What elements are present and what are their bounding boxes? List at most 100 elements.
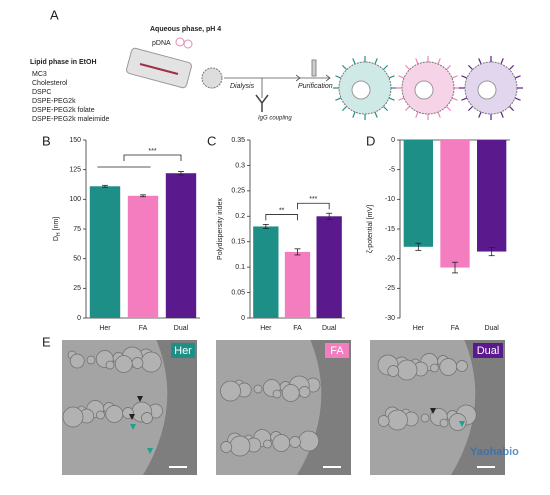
panel-label: E bbox=[42, 334, 51, 349]
antibody-icon bbox=[255, 94, 269, 112]
x-tick-label: Dual bbox=[174, 325, 189, 332]
particle-core bbox=[477, 80, 497, 100]
vesicle bbox=[289, 436, 301, 448]
vesicle bbox=[105, 360, 115, 370]
significance-label: *** bbox=[309, 196, 317, 203]
y-tick-label: 0.2 bbox=[235, 213, 245, 220]
y-tick-label: -10 bbox=[385, 196, 395, 203]
vesicle bbox=[430, 363, 439, 373]
chip-channel bbox=[139, 63, 179, 75]
lipid-label: MC3 bbox=[32, 71, 47, 78]
y-tick-label: 0 bbox=[241, 315, 245, 322]
carbon-edge bbox=[143, 340, 197, 475]
panel-label: A bbox=[50, 7, 59, 22]
condition-label: Her bbox=[174, 345, 192, 357]
particle-ligand bbox=[382, 105, 389, 112]
pdna-label: pDNA bbox=[152, 40, 171, 47]
vesicle bbox=[298, 430, 320, 452]
vesicle bbox=[281, 384, 300, 402]
y-axis-label: ζ-potential [mV] bbox=[367, 205, 374, 253]
particle-ligand bbox=[341, 105, 348, 112]
significance-bracket bbox=[297, 202, 330, 210]
particle-ligand bbox=[374, 58, 378, 65]
filter-icon bbox=[311, 59, 317, 77]
particle-ligand bbox=[508, 105, 515, 112]
particle-ligand bbox=[451, 97, 458, 101]
lipid-label: Cholesterol bbox=[32, 80, 68, 87]
step-label: Purification bbox=[298, 83, 333, 90]
condition-badge bbox=[473, 343, 503, 358]
particle-ligand bbox=[352, 58, 356, 65]
y-tick-label: 75 bbox=[73, 226, 81, 233]
vesicle bbox=[387, 365, 400, 377]
vesicle bbox=[420, 413, 430, 423]
x-tick-label: FA bbox=[293, 325, 302, 332]
y-tick-label: 0 bbox=[391, 137, 395, 144]
x-tick-label: Dual bbox=[322, 325, 337, 332]
y-tick-label: -25 bbox=[385, 285, 395, 292]
condition-badge bbox=[171, 343, 195, 358]
x-tick-label: Dual bbox=[484, 325, 499, 332]
vesicle bbox=[387, 409, 408, 431]
vesicle bbox=[456, 360, 468, 372]
bar bbox=[477, 140, 507, 252]
arrowhead bbox=[130, 424, 136, 430]
particle-ligand bbox=[500, 111, 504, 118]
arrow bbox=[300, 74, 331, 82]
carbon-edge bbox=[451, 340, 505, 475]
vesicle bbox=[220, 380, 241, 402]
particle-ligand bbox=[352, 111, 356, 118]
lipid-label: DSPE-PEG2k folate bbox=[32, 107, 95, 114]
particle-ligand bbox=[335, 97, 342, 101]
particle-ligand bbox=[461, 75, 468, 79]
particle-ligand bbox=[445, 105, 452, 112]
arrowhead bbox=[147, 448, 153, 454]
bar bbox=[403, 140, 433, 247]
carbon-edge bbox=[297, 340, 351, 475]
particle-ligand bbox=[335, 75, 342, 79]
particle-ligand bbox=[437, 58, 441, 65]
significance-label: *** bbox=[148, 148, 156, 155]
y-tick-label: 0.25 bbox=[231, 188, 245, 195]
aqueous-label: Aqueous phase, pH 4 bbox=[150, 26, 221, 33]
significance-bracket bbox=[123, 154, 182, 161]
vesicle bbox=[62, 406, 84, 428]
y-tick-label: -15 bbox=[385, 226, 395, 233]
y-tick-label: -5 bbox=[389, 167, 395, 174]
y-tick-label: 0.15 bbox=[231, 239, 245, 246]
vesicle bbox=[141, 412, 153, 424]
watermark: Yaohabio bbox=[470, 446, 519, 458]
step-label: Dialysis bbox=[230, 83, 255, 90]
particle-ligand bbox=[478, 58, 482, 65]
vesicle bbox=[439, 418, 449, 428]
vesicle bbox=[69, 353, 85, 369]
significance-label: ** bbox=[279, 207, 285, 214]
bar bbox=[316, 216, 342, 318]
y-tick-label: 100 bbox=[69, 196, 81, 203]
particle-icon bbox=[201, 67, 223, 89]
particle-ligand bbox=[415, 111, 419, 118]
particle-core bbox=[414, 80, 434, 100]
bar bbox=[89, 186, 121, 318]
particle-ligand bbox=[514, 97, 521, 101]
particle-ligand bbox=[514, 75, 521, 79]
particle-ligand bbox=[398, 97, 405, 101]
x-tick-label: Her bbox=[260, 325, 272, 332]
bar bbox=[165, 173, 197, 318]
vesicle bbox=[272, 389, 282, 399]
y-tick-label: 0.05 bbox=[231, 289, 245, 296]
vesicle bbox=[253, 384, 263, 394]
y-tick-label: 50 bbox=[73, 256, 81, 263]
y-axis-label: DH [nm] bbox=[53, 217, 62, 241]
lipid-label: DSPE-PEG2k bbox=[32, 98, 76, 105]
particle-ligand bbox=[467, 105, 474, 112]
lipid-label: DSPC bbox=[32, 89, 51, 96]
y-tick-label: -30 bbox=[385, 315, 395, 322]
particle-core bbox=[351, 80, 371, 100]
particle-ligand bbox=[478, 111, 482, 118]
vesicle bbox=[131, 357, 144, 369]
particle-ligand bbox=[508, 64, 515, 71]
arrowhead bbox=[137, 396, 143, 402]
condition-badge bbox=[325, 343, 349, 358]
x-tick-label: Her bbox=[413, 325, 425, 332]
